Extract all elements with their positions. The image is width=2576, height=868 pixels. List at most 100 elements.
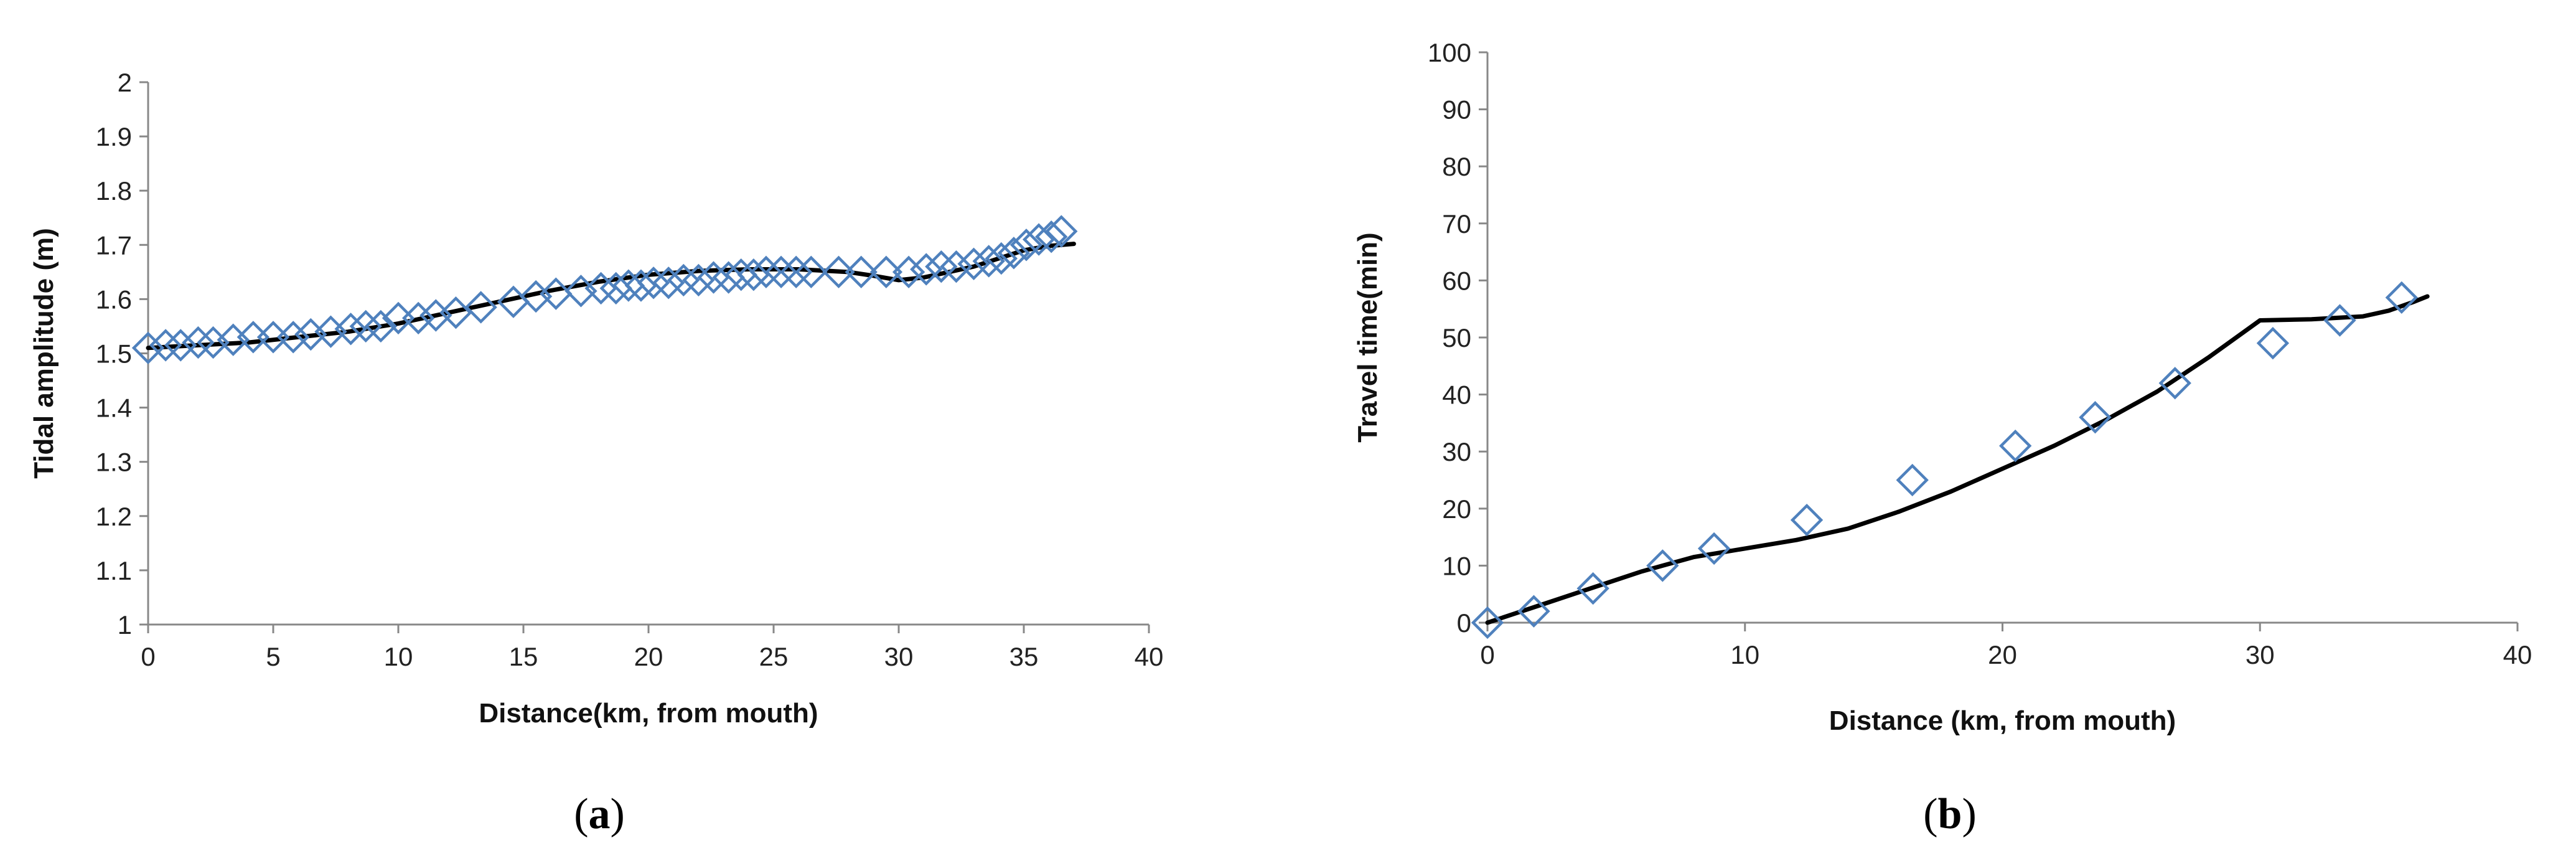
data-point-diamond (1697, 532, 1731, 565)
y-tick-label: 1.6 (96, 285, 132, 314)
data-point-diamond (822, 255, 855, 289)
data-point-diamond (764, 255, 798, 289)
y-tick-label: 10 (1442, 551, 1471, 580)
data-point-diamond (584, 271, 617, 305)
data-point-diamond (1035, 220, 1068, 253)
data-point-diamond (637, 267, 670, 300)
data-point-diamond (892, 255, 925, 289)
data-point-diamond (2158, 367, 2191, 400)
x-tick-label: 10 (384, 642, 413, 671)
data-point-diamond (599, 271, 632, 305)
data-point-diamond (682, 263, 715, 297)
y-axis-label: Tidal amplitude (m) (29, 228, 59, 479)
data-point-diamond (334, 313, 367, 346)
data-point-diamond (652, 267, 685, 300)
data-point-diamond (540, 277, 573, 310)
x-tick-label: 30 (2246, 640, 2275, 669)
x-axis-label: Distance(km, from mouth) (479, 698, 818, 729)
y-tick-label: 1 (118, 610, 132, 639)
y-tick-label: 90 (1442, 95, 1471, 125)
data-point-diamond (2256, 326, 2290, 360)
data-point-diamond (869, 255, 903, 289)
panel-label-b: (b) (1923, 790, 1977, 838)
data-point-diamond (972, 245, 1005, 278)
data-point-diamond (910, 253, 943, 286)
y-tick-label: 1.3 (96, 448, 132, 477)
x-tick-label: 20 (634, 642, 663, 671)
y-tick-label: 2 (118, 68, 132, 97)
y-tick-label: 1.7 (96, 230, 132, 260)
data-point-diamond (779, 255, 813, 289)
x-tick-label: 30 (884, 642, 914, 671)
data-point-diamond (464, 291, 497, 324)
data-point-diamond (1999, 429, 2032, 463)
x-tick-label: 0 (141, 642, 155, 671)
x-tick-label: 15 (509, 642, 538, 671)
data-point-diamond (1022, 223, 1056, 256)
data-point-diamond (401, 301, 435, 335)
y-tick-label: 100 (1428, 38, 1471, 67)
data-point-diamond (957, 247, 990, 280)
x-tick-label: 35 (1009, 642, 1039, 671)
data-point-diamond (2323, 304, 2356, 337)
y-tick-label: 20 (1442, 494, 1471, 524)
x-tick-label: 40 (1135, 642, 1164, 671)
data-point-diamond (1790, 503, 1824, 537)
data-point-diamond (697, 261, 730, 294)
data-point-diamond (1576, 572, 1609, 605)
y-tick-label: 40 (1442, 380, 1471, 410)
x-tick-label: 10 (1730, 640, 1759, 669)
chart-a: 11.11.21.31.41.51.61.71.81.920 5 10 15 20 25 3… (29, 68, 1163, 729)
y-tick-label: 1.4 (96, 394, 132, 423)
data-point-diamond (2079, 401, 2112, 434)
data-point-diamond (940, 250, 973, 283)
data-point-diamond (1009, 229, 1043, 262)
y-tick-label: 80 (1442, 152, 1471, 181)
data-point-diamond (2385, 281, 2418, 314)
data-point-diamond (276, 321, 310, 354)
x-tick-label: 40 (2503, 640, 2532, 669)
data-point-diamond (624, 269, 658, 302)
y-tick-label: 30 (1442, 437, 1471, 466)
data-point-diamond (667, 263, 700, 297)
data-point-diamond (1471, 606, 1504, 639)
data-point-diamond (149, 329, 182, 362)
data-point-diamond (131, 331, 165, 364)
data-point-diamond (845, 255, 878, 289)
y-tick-label: 60 (1442, 266, 1471, 295)
x-tick-label: 5 (266, 642, 280, 671)
y-tick-label: 0 (1457, 608, 1471, 638)
chart-b: 0 10 20 30 40 50 60 70 80 90 100 0 10 20 30 40 Distance … (1352, 38, 2532, 736)
data-point-diamond (1045, 215, 1078, 248)
data-point-diamond (364, 309, 398, 343)
data-point-diamond (349, 309, 382, 343)
data-point-diamond (1517, 595, 1550, 628)
x-axis-label: Distance (km, from mouth) (1829, 705, 2176, 736)
data-point-diamond (182, 326, 215, 359)
data-point-diamond (164, 329, 197, 362)
y-tick-label: 70 (1442, 209, 1471, 238)
y-tick-label: 1.1 (96, 556, 132, 585)
model-curve (1485, 294, 2430, 625)
data-point-diamond (925, 250, 958, 283)
x-tick-label: 0 (1480, 640, 1494, 669)
data-point-diamond (749, 255, 783, 289)
x-tick-label: 20 (1988, 640, 2017, 669)
data-point-diamond (997, 237, 1031, 270)
y-tick-label: 1.8 (96, 176, 132, 205)
data-point-diamond (1646, 549, 1679, 582)
data-point-diamond (1896, 463, 1929, 497)
data-point-diamond (985, 242, 1018, 275)
y-tick-label: 1.9 (96, 122, 132, 151)
data-point-diamond (737, 258, 770, 291)
y-tick-label: 1.2 (96, 502, 132, 531)
y-tick-label: 1.5 (96, 339, 132, 369)
panel-label-a: (a) (574, 790, 625, 838)
data-point-diamond (712, 261, 745, 294)
y-tick-label: 50 (1442, 323, 1471, 352)
x-tick-label: 25 (759, 642, 789, 671)
y-axis-label: Travel time(min) (1352, 232, 1383, 442)
data-point-diamond (612, 269, 645, 302)
